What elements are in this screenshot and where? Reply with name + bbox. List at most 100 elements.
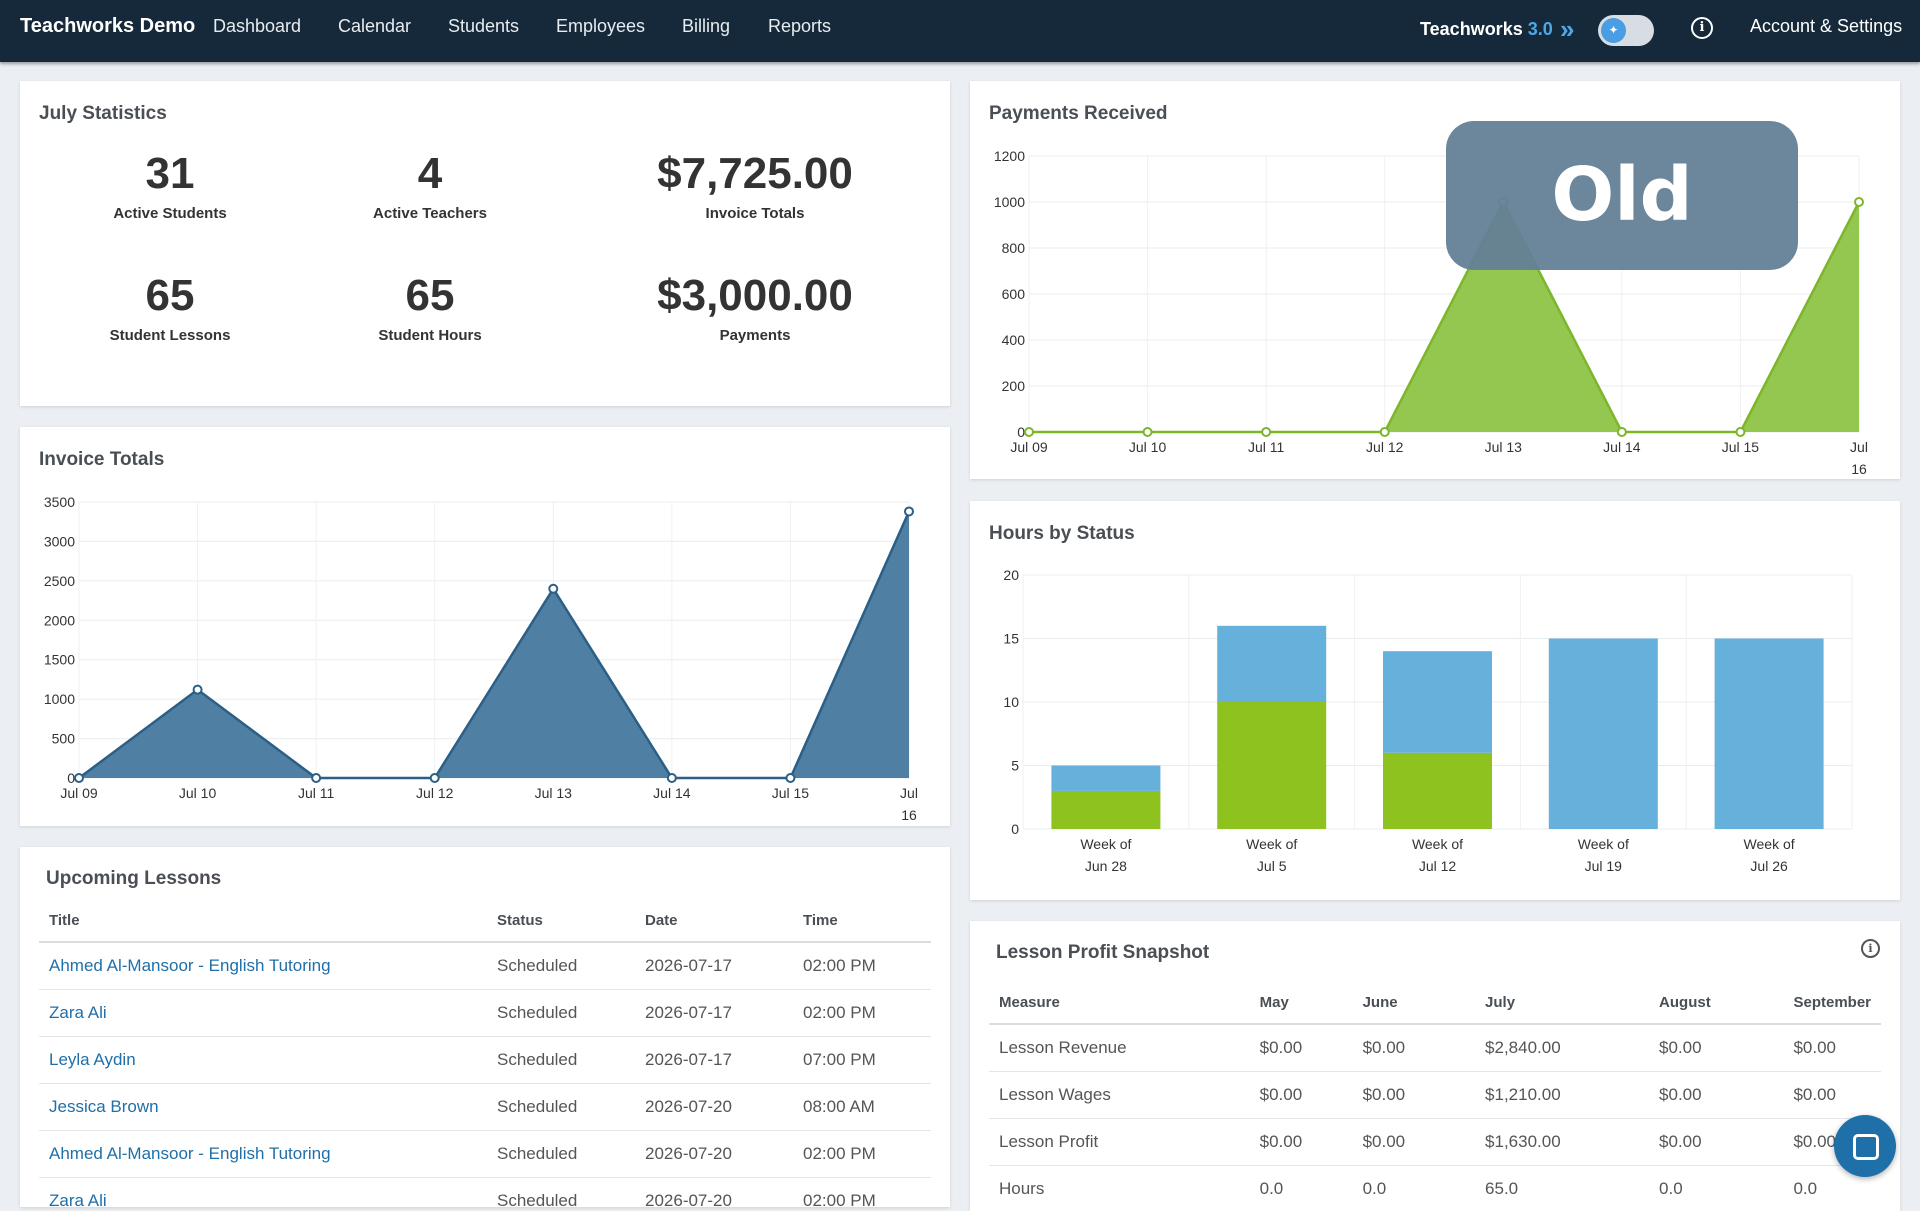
nav-dashboard[interactable]: Dashboard bbox=[213, 16, 301, 37]
measure-value: $0.00 bbox=[1783, 1072, 1881, 1119]
table-row: Lesson Revenue$0.00$0.00$2,840.00$0.00$0… bbox=[989, 1024, 1881, 1072]
column-header[interactable]: Date bbox=[635, 899, 793, 942]
measure-value: 0.0 bbox=[1250, 1166, 1353, 1211]
measure-value: $0.00 bbox=[1649, 1119, 1783, 1166]
bar-segment bbox=[1383, 753, 1492, 829]
nav-employees[interactable]: Employees bbox=[556, 16, 645, 37]
x-tick-label: Jul 14 bbox=[653, 785, 691, 801]
lesson-title-link[interactable]: Ahmed Al-Mansoor - English Tutoring bbox=[39, 942, 487, 990]
x-tick-label: Jul 15 bbox=[1722, 439, 1760, 455]
bar-segment bbox=[1217, 702, 1326, 829]
measure-value: $0.00 bbox=[1353, 1119, 1475, 1166]
info-icon[interactable]: i bbox=[1691, 17, 1713, 39]
measure-value: $0.00 bbox=[1649, 1024, 1783, 1072]
bar-segment bbox=[1217, 626, 1326, 702]
measure-name: Lesson Profit bbox=[989, 1119, 1250, 1166]
lesson-date: 2026-07-17 bbox=[635, 990, 793, 1037]
lesson-time: 07:00 PM bbox=[793, 1037, 931, 1084]
x-tick-label: Week of bbox=[1578, 836, 1629, 852]
measure-name: Lesson Wages bbox=[989, 1072, 1250, 1119]
lesson-title-link[interactable]: Leyla Aydin bbox=[39, 1037, 487, 1084]
column-header[interactable]: July bbox=[1475, 981, 1649, 1024]
bar-segment bbox=[1549, 639, 1658, 830]
lesson-date: 2026-07-17 bbox=[635, 1037, 793, 1084]
x-tick-label: 16 bbox=[1851, 461, 1867, 477]
nav-reports[interactable]: Reports bbox=[768, 16, 831, 37]
lesson-date: 2026-07-17 bbox=[635, 942, 793, 990]
measure-value: $0.00 bbox=[1353, 1024, 1475, 1072]
measure-value: $1,630.00 bbox=[1475, 1119, 1649, 1166]
column-header[interactable]: Status bbox=[487, 899, 635, 942]
info-icon[interactable]: i bbox=[1861, 939, 1880, 958]
column-header[interactable]: Time bbox=[793, 899, 931, 942]
table-header-row: Measure May June July August September bbox=[989, 981, 1881, 1024]
stat-value: 31 bbox=[50, 149, 290, 199]
stat-active-teachers: 4 Active Teachers bbox=[310, 149, 550, 222]
x-tick-label: Jul bbox=[900, 785, 918, 801]
measure-value: $1,210.00 bbox=[1475, 1072, 1649, 1119]
x-tick-label: Jul 09 bbox=[1010, 439, 1048, 455]
brand-name[interactable]: Teachworks Demo bbox=[20, 15, 195, 38]
nav-calendar[interactable]: Calendar bbox=[338, 16, 411, 37]
nav-students[interactable]: Students bbox=[448, 16, 519, 37]
version-number: 3.0 bbox=[1528, 19, 1553, 39]
column-header[interactable]: August bbox=[1649, 981, 1783, 1024]
measure-name: Lesson Revenue bbox=[989, 1024, 1250, 1072]
nav-billing[interactable]: Billing bbox=[682, 16, 730, 37]
column-header[interactable]: Title bbox=[39, 899, 487, 942]
stat-label: Payments bbox=[575, 327, 935, 344]
y-tick-label: 5 bbox=[1011, 758, 1019, 774]
bar-segment bbox=[1051, 766, 1160, 791]
y-tick-label: 15 bbox=[1003, 631, 1019, 647]
stat-label: Active Students bbox=[50, 205, 290, 222]
lesson-title-link[interactable]: Zara Ali bbox=[39, 990, 487, 1037]
x-tick-label: Jul 10 bbox=[1129, 439, 1167, 455]
account-settings-link[interactable]: Account & Settings bbox=[1750, 16, 1902, 37]
y-tick-label: 800 bbox=[1002, 240, 1026, 256]
column-header[interactable]: June bbox=[1353, 981, 1475, 1024]
lesson-status: Scheduled bbox=[487, 990, 635, 1037]
toggle-switch[interactable]: ✦ bbox=[1598, 15, 1654, 46]
x-tick-label: Week of bbox=[1246, 836, 1297, 852]
lesson-profit-table: Measure May June July August September L… bbox=[989, 981, 1881, 1211]
lesson-status: Scheduled bbox=[487, 1037, 635, 1084]
y-tick-label: 400 bbox=[1002, 332, 1026, 348]
x-tick-label: Jul 11 bbox=[1248, 439, 1285, 455]
y-tick-label: 3000 bbox=[44, 533, 75, 549]
data-point bbox=[75, 774, 83, 782]
lesson-profit-card: Lesson Profit Snapshot i Measure May Jun… bbox=[970, 921, 1900, 1211]
data-point bbox=[1855, 198, 1863, 206]
bar-segment bbox=[1051, 791, 1160, 829]
chat-button[interactable] bbox=[1834, 1115, 1896, 1177]
stat-student-hours: 65 Student Hours bbox=[310, 271, 550, 344]
y-tick-label: 3500 bbox=[44, 494, 75, 510]
stat-value: $3,000.00 bbox=[575, 271, 935, 321]
lesson-time: 02:00 PM bbox=[793, 1131, 931, 1178]
double-chevron-right-icon[interactable]: » bbox=[1560, 14, 1574, 45]
data-point bbox=[431, 774, 439, 782]
card-title: July Statistics bbox=[39, 103, 167, 125]
measure-value: $2,840.00 bbox=[1475, 1024, 1649, 1072]
x-tick-label: Jul 12 bbox=[416, 785, 454, 801]
column-header[interactable]: May bbox=[1250, 981, 1353, 1024]
measure-value: $0.00 bbox=[1250, 1024, 1353, 1072]
lesson-title-link[interactable]: Ahmed Al-Mansoor - English Tutoring bbox=[39, 1131, 487, 1178]
lesson-time: 02:00 PM bbox=[793, 942, 931, 990]
data-point bbox=[905, 507, 913, 515]
x-tick-label: Jul 15 bbox=[772, 785, 810, 801]
series-area bbox=[79, 511, 909, 778]
stat-student-lessons: 65 Student Lessons bbox=[50, 271, 290, 344]
top-navbar: Teachworks Demo Dashboard Calendar Stude… bbox=[0, 0, 1920, 62]
old-version-badge: Old bbox=[1446, 121, 1798, 270]
lesson-title-link[interactable]: Jessica Brown bbox=[39, 1084, 487, 1131]
measure-value: $0.00 bbox=[1649, 1072, 1783, 1119]
column-header[interactable]: September bbox=[1783, 981, 1881, 1024]
upcoming-lessons-card: Upcoming Lessons Title Status Date Time … bbox=[20, 847, 950, 1207]
column-header[interactable]: Measure bbox=[989, 981, 1250, 1024]
